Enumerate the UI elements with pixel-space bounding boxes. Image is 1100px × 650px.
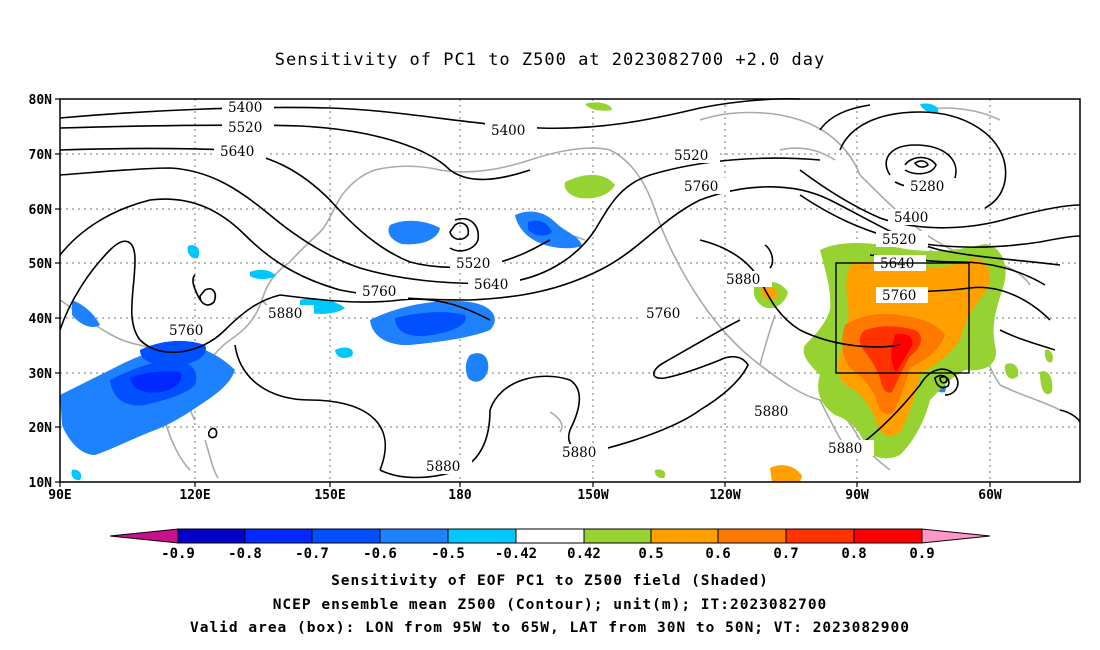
contour-label: 5760: [646, 306, 680, 322]
lon-label: 60W: [978, 488, 1002, 503]
colorbar-label: -0.6: [363, 546, 397, 562]
map-frame: [59, 98, 1081, 483]
colorbar-label: -0.9: [161, 546, 195, 562]
contour-label: 5520: [882, 232, 916, 248]
lat-label: 50N: [29, 257, 53, 272]
colorbar-cell: [717, 528, 787, 544]
negative-sensitivity-shading: [60, 103, 946, 481]
colorbar-cell: [650, 528, 719, 544]
colorbar-cell: [177, 528, 246, 544]
contour-label: 5400: [491, 123, 525, 139]
contour-label: 5640: [474, 277, 508, 293]
lon-label: 150E: [314, 488, 345, 503]
colorbar-label: -0.5: [431, 546, 465, 562]
lat-label: 20N: [29, 421, 53, 436]
colorbar-cell: [379, 528, 449, 544]
colorbar-label: 0.42: [567, 546, 601, 562]
lon-label: 180: [448, 488, 472, 503]
lon-label: 120W: [709, 488, 740, 503]
colorbar-cell: [109, 528, 179, 544]
colorbar-cell: [311, 528, 381, 544]
colorbar-label: -0.42: [495, 546, 537, 562]
longitude-labels: 90E 120E 150E 180 150W 120W 90W 60W: [48, 488, 1002, 503]
contour-label: 5400: [894, 210, 928, 226]
contour-label: 5880: [726, 272, 760, 288]
contour-label: 5520: [228, 120, 262, 136]
contour-label: 5760: [362, 284, 396, 300]
contour-labels: 5400 5520 5640 5400 5520 5760 5280 5400 …: [163, 99, 956, 475]
lat-label: 30N: [29, 367, 53, 382]
contour-label: 5640: [220, 144, 254, 160]
contour-label: 5760: [169, 323, 203, 339]
colorbar-label: -0.8: [228, 546, 262, 562]
colorbar-labels: -0.9 -0.8 -0.7 -0.6 -0.5 -0.42 0.42 0.5 …: [161, 546, 935, 562]
contour-label: 5640: [880, 256, 914, 272]
lat-label: 70N: [29, 148, 53, 163]
footer-line-contour: NCEP ensemble mean Z500 (Contour); unit(…: [272, 597, 828, 613]
lon-label: 150W: [577, 488, 608, 503]
colorbar-label: -0.7: [295, 546, 329, 562]
colorbar-cell: [447, 528, 517, 544]
colorbar-label: 0.9: [909, 546, 934, 562]
lat-label: 60N: [29, 203, 53, 218]
lat-label: 80N: [29, 93, 53, 108]
lon-label: 90E: [48, 488, 71, 503]
contour-label: 5880: [754, 404, 788, 420]
colorbar-cell: [853, 528, 923, 544]
contour-label: 5400: [228, 100, 262, 116]
lon-label: 120E: [179, 488, 210, 503]
contour-label: 5520: [674, 148, 708, 164]
contour-label: 5880: [562, 445, 596, 461]
lat-label: 40N: [29, 312, 53, 327]
colorbar-cell: [515, 528, 585, 544]
colorbar-cell: [921, 528, 991, 544]
colorbar-cell: [785, 528, 855, 544]
lon-label: 90W: [845, 488, 869, 503]
latitude-labels: 80N 70N 60N 50N 40N 30N 20N 10N: [29, 93, 53, 491]
contour-label: 5280: [910, 179, 944, 195]
colorbar-label: 0.8: [841, 546, 866, 562]
footer-line-valid-area: Valid area (box): LON from 95W to 65W, L…: [189, 620, 910, 636]
colorbar-label: 0.5: [638, 546, 663, 562]
colorbar-label: 0.6: [705, 546, 730, 562]
contour-label: 5880: [828, 441, 862, 457]
footer-line-shaded: Sensitivity of EOF PC1 to Z500 field (Sh…: [331, 573, 769, 589]
colorbar-cell: [583, 528, 652, 544]
colorbar: [109, 528, 991, 544]
contour-label: 5880: [268, 306, 302, 322]
plot-title: Sensitivity of PC1 to Z500 at 2023082700…: [274, 50, 826, 70]
contour-label: 5520: [456, 256, 490, 272]
valid-area-box: [835, 262, 970, 374]
colorbar-label: 0.7: [773, 546, 798, 562]
contour-label: 5760: [684, 179, 718, 195]
contour-label: 5880: [426, 459, 460, 475]
colorbar-cell: [244, 528, 313, 544]
lat-label: 10N: [29, 476, 53, 491]
contour-label: 5760: [882, 288, 916, 304]
